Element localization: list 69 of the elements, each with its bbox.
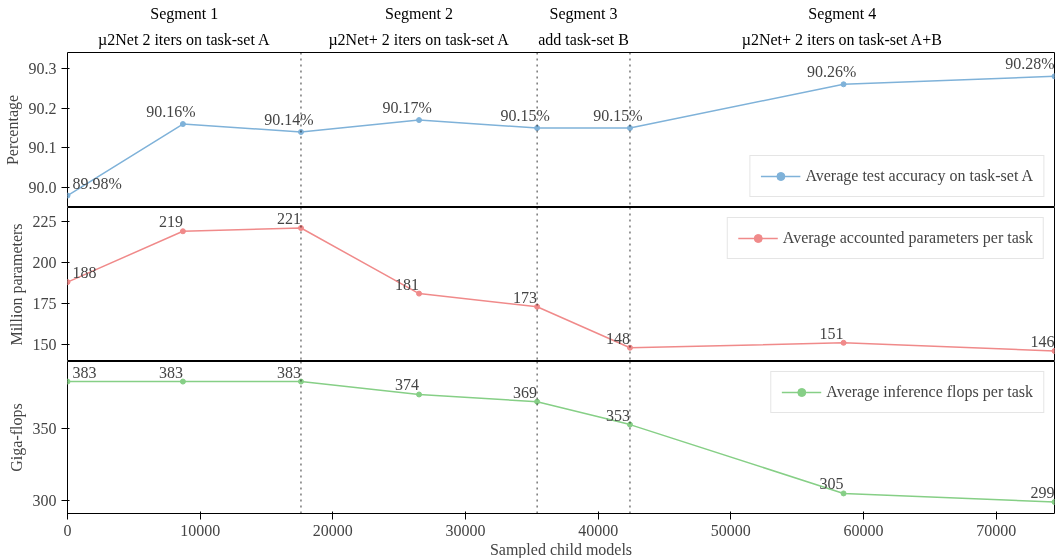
data-label: 148 — [605, 329, 630, 347]
point — [179, 121, 186, 128]
point — [626, 125, 633, 132]
data-label: 374 — [395, 376, 420, 394]
point — [416, 290, 423, 297]
data-label: 90.17% — [382, 99, 432, 117]
legend-label: Average inference flops per task — [826, 383, 1033, 401]
point — [534, 398, 541, 405]
point — [179, 228, 186, 235]
data-label: 151 — [819, 324, 844, 342]
point — [297, 378, 304, 385]
text: Segment 3 add task-set B — [538, 5, 629, 48]
y-tick-label: 90.3 — [28, 59, 57, 77]
data-label: 383 — [72, 363, 97, 381]
y-tick-label: 90.1 — [28, 139, 57, 157]
point — [626, 344, 633, 351]
x-tick-label: 10000 — [180, 521, 221, 539]
data-label: 90.15% — [500, 107, 550, 125]
data-label: 90.28% — [1005, 55, 1055, 73]
data-label: 173 — [513, 288, 538, 306]
point — [840, 490, 847, 497]
data-label: 90.15% — [593, 107, 643, 125]
point — [416, 117, 423, 124]
y-axis-title: Million parameters — [7, 223, 26, 346]
y-tick-label: 350 — [32, 420, 57, 438]
y-tick-label: 200 — [32, 253, 57, 271]
x-tick-label: 50000 — [710, 521, 751, 539]
point — [840, 339, 847, 346]
legend-label: Average test accuracy on task-set A — [805, 167, 1033, 185]
data-label: 181 — [395, 275, 420, 293]
data-label: 305 — [819, 475, 844, 493]
x-tick-label: 70000 — [976, 521, 1017, 539]
data-label: 353 — [605, 406, 630, 424]
y-tick-label: 150 — [32, 335, 57, 353]
data-label: 383 — [276, 363, 301, 381]
x-axis-title: Sampled child models — [489, 540, 633, 558]
data-label: 299 — [1030, 484, 1055, 502]
point — [626, 421, 633, 428]
x-tick-label: 30000 — [445, 521, 486, 539]
data-label: 90.16% — [146, 103, 196, 121]
y-axis-title: Percentage — [3, 94, 22, 166]
y-axis-title: Giga-flops — [7, 403, 26, 472]
data-label: 219 — [158, 213, 183, 231]
point — [297, 128, 304, 135]
text: Segment 4 µ2Net+ 2 iters on task-set A+B — [741, 5, 942, 49]
point — [297, 225, 304, 231]
y-tick-label: 90.0 — [28, 179, 57, 197]
legend-label: Average accounted parameters per task — [782, 229, 1033, 247]
y-tick-label: 300 — [32, 492, 57, 510]
point — [416, 391, 423, 398]
x-tick-label: 20000 — [312, 521, 353, 539]
y-tick-label: 225 — [32, 212, 57, 230]
data-label: 90.14% — [264, 110, 314, 128]
data-label: 146 — [1030, 333, 1055, 350]
data-label: 221 — [276, 210, 301, 227]
point — [534, 125, 541, 132]
x-tick-label: 60000 — [843, 521, 884, 539]
y-tick-label: 175 — [32, 294, 57, 312]
y-tick-label: 90.2 — [28, 99, 57, 117]
data-label: 90.26% — [806, 63, 857, 81]
point — [840, 81, 847, 88]
text: Segment 2 µ2Net+ 2 iters on task-set A — [328, 5, 510, 49]
point — [179, 378, 186, 385]
data-label: 383 — [158, 363, 183, 381]
text: Segment 1 µ2Net 2 iters on task-set A — [98, 5, 270, 49]
x-tick-label: 0 — [63, 521, 72, 539]
point — [534, 303, 541, 310]
x-tick-label: 40000 — [578, 521, 619, 539]
data-label: 369 — [513, 383, 538, 401]
